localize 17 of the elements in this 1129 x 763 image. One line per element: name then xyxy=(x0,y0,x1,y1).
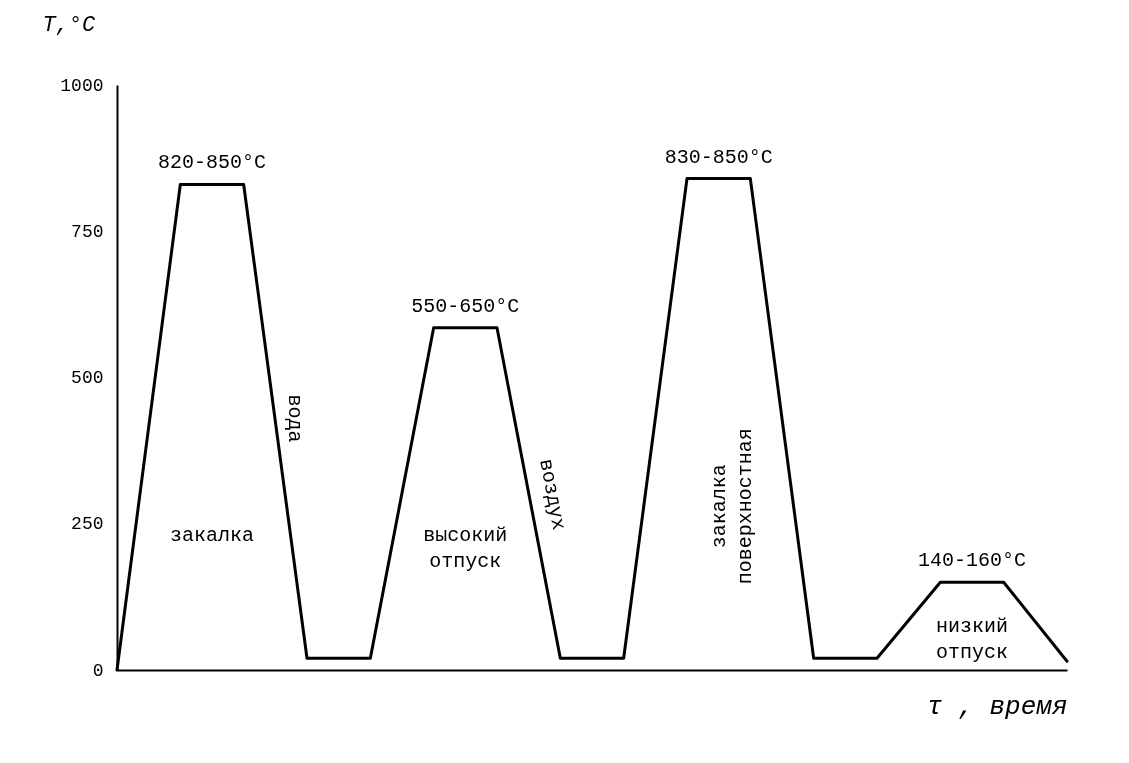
annotation: 820-850°C xyxy=(157,151,267,175)
annotation: 140-160°C xyxy=(917,549,1027,573)
annotation: низкий отпуск xyxy=(935,615,1009,665)
y-tick-label: 750 xyxy=(71,221,104,242)
annotation: закалка поверхностная xyxy=(707,428,757,585)
annotation: закалка xyxy=(169,524,255,548)
y-tick-label: 500 xyxy=(71,368,104,388)
y-axis-title: T,°C xyxy=(42,12,97,38)
annotation: высокий отпуск xyxy=(423,524,508,574)
annotation: 830-850°C xyxy=(664,145,773,169)
y-tick-label: 250 xyxy=(71,514,104,535)
y-tick-label: 1000 xyxy=(60,75,104,96)
annotation: воздух xyxy=(534,457,571,533)
x-axis-title: τ , время xyxy=(927,691,1068,722)
annotation: 550-650°C xyxy=(411,294,520,318)
y-tick-label: 0 xyxy=(92,660,104,681)
annotation: вода xyxy=(283,394,307,443)
